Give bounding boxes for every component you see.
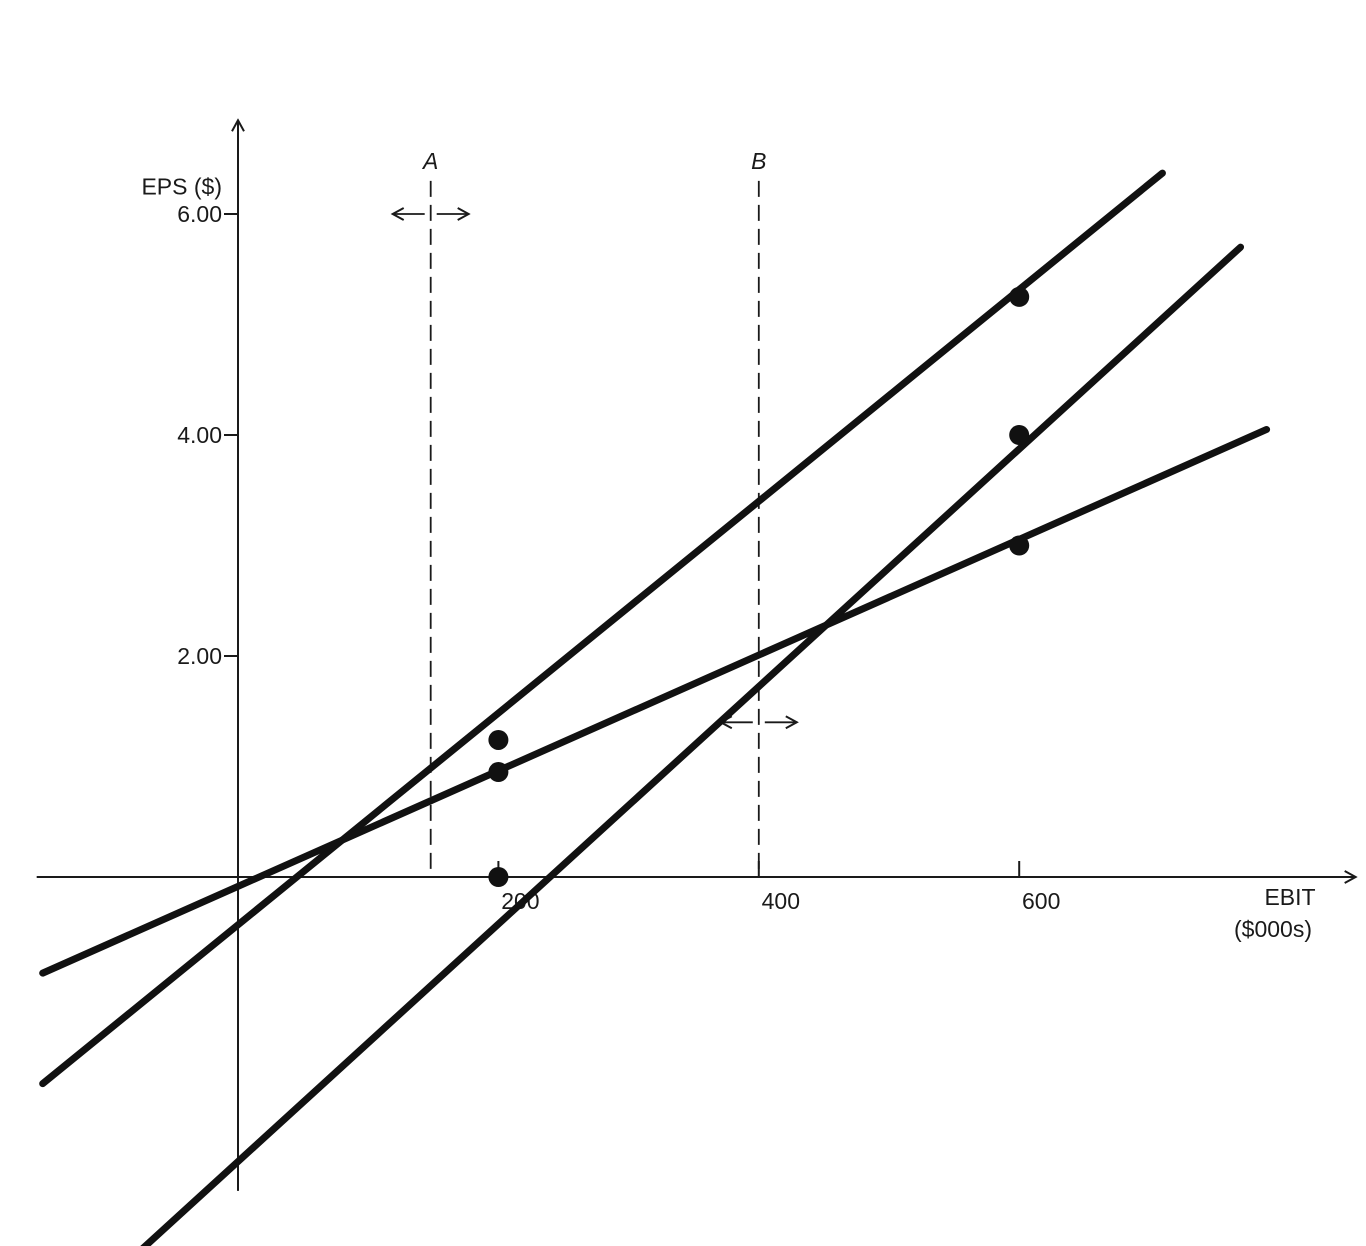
y-axis-title: EPS ($)	[141, 173, 222, 199]
reference-line-label: B	[751, 148, 766, 174]
data-point	[1009, 535, 1030, 556]
x-tick-label: 600	[1022, 888, 1060, 914]
x-tick-label: 400	[762, 888, 800, 914]
series-lines	[39, 169, 1271, 1246]
x-axis-unit: ($000s)	[1234, 916, 1312, 942]
series-line-2	[140, 243, 1245, 1246]
data-markers	[488, 286, 1030, 887]
data-point	[488, 867, 509, 887]
data-point	[488, 762, 509, 783]
series-line-3	[39, 425, 1271, 977]
y-tick-label: 4.00	[177, 422, 222, 448]
y-tick-label: 2.00	[177, 643, 222, 669]
data-point	[488, 729, 509, 750]
data-point	[1009, 425, 1030, 445]
series-line-1	[39, 169, 1166, 1088]
x-axis-title: EBIT	[1264, 884, 1315, 910]
y-tick-label: 6.00	[177, 201, 222, 227]
reference-line-label: A	[421, 148, 438, 174]
data-point	[1009, 286, 1030, 307]
